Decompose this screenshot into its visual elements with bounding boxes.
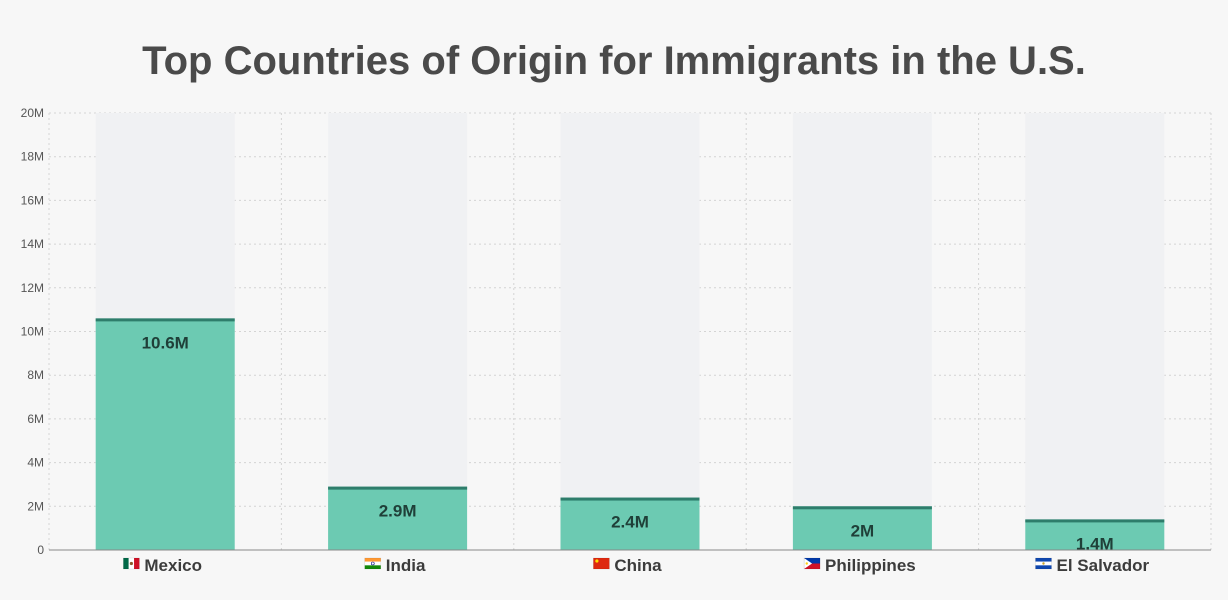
y-tick-label: 4M xyxy=(27,456,44,470)
bar-track xyxy=(560,113,700,550)
bar-mexico xyxy=(95,318,235,550)
category-text: El Salvador xyxy=(1056,556,1149,575)
y-tick-label: 16M xyxy=(21,193,44,207)
bar-top-edge xyxy=(560,497,700,501)
y-tick-label: 20M xyxy=(21,106,44,120)
y-axis-ticks: 0 2M 4M 6M 8M 10M 12M 14M 16M 18M 20M xyxy=(21,106,45,557)
bars: 10.6M 2.9M 2.4M 2M 1.4M xyxy=(95,318,1165,553)
bar-value-label: 2.4M xyxy=(611,513,649,532)
chart-title: Top Countries of Origin for Immigrants i… xyxy=(142,39,1086,83)
mexico-flag-icon xyxy=(123,557,140,570)
bar-track xyxy=(1025,113,1165,550)
y-tick-label: 8M xyxy=(27,368,44,382)
y-tick-label: 12M xyxy=(21,281,44,295)
category-text: China xyxy=(614,556,662,575)
category-text: Mexico xyxy=(144,556,202,575)
india-flag-icon xyxy=(364,557,382,570)
y-tick-label: 14M xyxy=(21,237,44,251)
bar-india xyxy=(328,486,468,550)
x-axis-categories: Mexico India China Philippines El Salvador xyxy=(123,556,1149,575)
bar-top-edge xyxy=(1025,519,1165,523)
bar-china xyxy=(560,497,700,550)
x-category-label: China xyxy=(593,556,662,575)
x-category-label: India xyxy=(364,556,426,575)
x-category-label: Mexico xyxy=(123,556,202,575)
category-text: Philippines xyxy=(825,556,916,575)
x-category-label: El Salvador xyxy=(1035,556,1149,575)
y-tick-label: 10M xyxy=(21,325,44,339)
el-salvador-flag-icon xyxy=(1035,557,1052,570)
bar-top-edge xyxy=(792,506,932,510)
y-tick-label: 0 xyxy=(37,543,44,557)
bar-el-salvador xyxy=(1025,519,1165,550)
category-text: India xyxy=(386,556,426,575)
bar-value-label: 10.6M xyxy=(142,333,189,352)
china-flag-icon xyxy=(593,557,610,570)
bar-track xyxy=(792,113,932,550)
bar-value-label: 1.4M xyxy=(1076,534,1114,553)
y-tick-label: 6M xyxy=(27,412,44,426)
y-tick-label: 2M xyxy=(27,499,44,513)
bar-value-label: 2M xyxy=(851,521,875,540)
philippines-flag-icon xyxy=(803,557,821,570)
x-category-label: Philippines xyxy=(803,556,916,575)
bar-top-edge xyxy=(328,486,468,490)
bar-value-label: 2.9M xyxy=(379,502,417,521)
bar-top-edge xyxy=(95,318,235,322)
bar-philippines xyxy=(792,506,932,550)
y-tick-label: 18M xyxy=(21,150,44,164)
bar-track xyxy=(328,113,468,550)
